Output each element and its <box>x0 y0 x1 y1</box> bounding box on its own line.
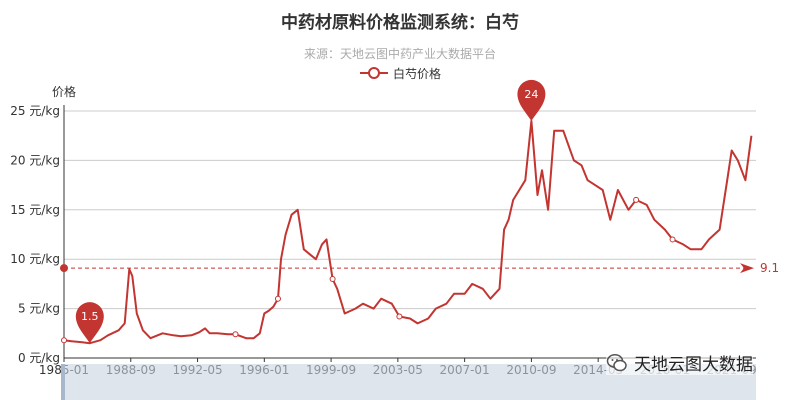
y-tick-label: 10 元/kg <box>10 252 60 266</box>
data-point[interactable] <box>329 275 336 282</box>
zoom-slider-handle-left[interactable] <box>61 364 65 400</box>
data-point[interactable] <box>274 295 281 302</box>
y-tick-label: 20 元/kg <box>10 153 60 167</box>
chart-subtitle: 来源：天地云图中药产业大数据平台 <box>303 47 496 61</box>
y-tick-label: 0 元/kg <box>18 351 60 365</box>
average-line-arrow-icon <box>740 263 754 274</box>
average-line-start <box>60 264 68 273</box>
y-axis-name: 价格 <box>52 85 77 99</box>
watermark: 天地云图大数据 <box>606 350 753 375</box>
data-point[interactable] <box>61 337 67 344</box>
data-point[interactable] <box>669 236 676 243</box>
data-point[interactable] <box>633 196 640 203</box>
y-tick-label: 15 元/kg <box>10 203 60 217</box>
mark-point-label-max: 24 <box>524 88 538 101</box>
watermark-text: 天地云图大数据 <box>634 355 753 375</box>
mark-point-pin-max[interactable] <box>517 79 546 121</box>
y-tick-label: 5 元/kg <box>18 302 60 316</box>
y-tick-label: 25 元/kg <box>10 104 60 118</box>
wechat-icon <box>606 353 627 371</box>
mark-point-label-min: 1.5 <box>81 310 99 323</box>
data-point[interactable] <box>232 331 239 338</box>
series-line[interactable] <box>63 119 753 345</box>
chart-title: 中药材原料价格监测系统：白芍 <box>281 13 519 33</box>
average-line-label: 9.1 <box>760 261 779 275</box>
legend[interactable]: 白芍价格 <box>360 64 441 82</box>
mark-point-pin-min[interactable] <box>75 302 104 344</box>
legend-line-marker-icon <box>360 66 388 80</box>
legend-label: 白芍价格 <box>393 66 442 81</box>
data-point[interactable] <box>396 313 403 320</box>
